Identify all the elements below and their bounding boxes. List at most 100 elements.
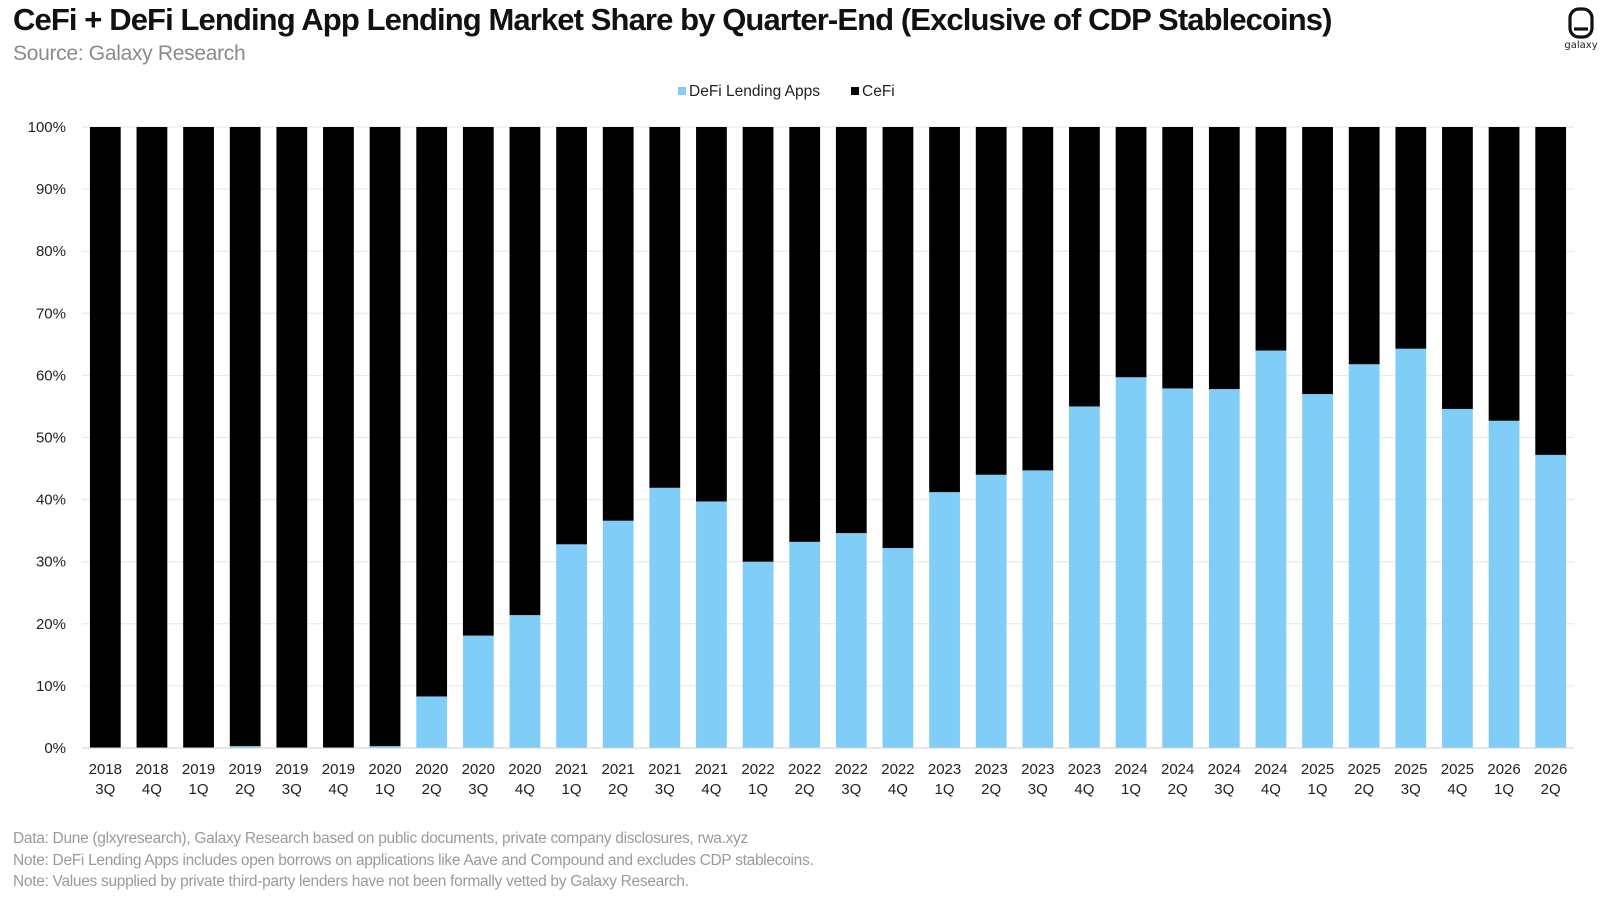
bar-cefi: [1069, 127, 1100, 407]
bar-cefi: [1208, 127, 1240, 390]
x-tick-label-year: 2019: [229, 761, 262, 778]
x-tick-label-year: 2022: [788, 761, 821, 778]
bar-cefi: [1535, 127, 1567, 455]
bar-defi: [835, 533, 867, 748]
x-tick-label-year: 2020: [368, 761, 401, 778]
x-tick-label-quarter: 2Q: [608, 781, 628, 798]
bar-defi: [696, 501, 727, 748]
x-tick-label-year: 2022: [835, 761, 868, 778]
bar-defi: [929, 492, 960, 748]
bar-cefi: [1302, 127, 1333, 395]
x-tick-label-year: 2025: [1441, 761, 1474, 778]
bar-defi: [789, 541, 821, 748]
bar-cefi: [89, 127, 121, 748]
y-tick-label: 10%: [36, 678, 66, 695]
footer-note: Note: Values supplied by private third-p…: [13, 873, 689, 890]
x-tick-label-year: 2024: [1161, 761, 1194, 778]
bar-defi: [556, 544, 587, 748]
x-tick-label-quarter: 3Q: [841, 781, 861, 798]
bar-defi: [229, 746, 261, 748]
x-tick-label-quarter: 2Q: [1541, 781, 1561, 798]
x-tick-label-year: 2019: [275, 761, 308, 778]
bar-defi: [1488, 420, 1520, 748]
legend-swatch-defi: [678, 87, 686, 95]
bar-cefi: [183, 127, 214, 748]
bar-cefi: [136, 127, 168, 748]
x-tick-label-quarter: 1Q: [1494, 781, 1514, 798]
bar-cefi: [835, 127, 867, 534]
x-tick-label-year: 2021: [602, 761, 635, 778]
x-tick-label-quarter: 2Q: [1168, 781, 1188, 798]
y-tick-label: 0%: [44, 740, 66, 757]
bar-cefi: [1162, 127, 1194, 389]
x-tick-label-year: 2022: [881, 761, 914, 778]
y-tick-label: 70%: [36, 305, 66, 322]
bar-cefi: [323, 127, 354, 748]
x-tick-label-quarter: 2Q: [795, 781, 815, 798]
galaxy-logo-icon: [1568, 7, 1594, 39]
y-tick-label: 40%: [36, 492, 66, 509]
bar-cefi: [1115, 127, 1147, 378]
x-tick-label-year: 2023: [1021, 761, 1054, 778]
x-tick-label-year: 2023: [928, 761, 961, 778]
bar-cefi: [509, 127, 541, 616]
x-tick-label-quarter: 4Q: [1074, 781, 1094, 798]
y-tick-label: 60%: [36, 367, 66, 384]
x-tick-label-quarter: 1Q: [935, 781, 955, 798]
bar-defi: [509, 615, 541, 748]
legend-swatch-cefi: [851, 87, 859, 95]
x-tick-label-quarter: 3Q: [95, 781, 115, 798]
bar-cefi: [556, 127, 587, 545]
x-tick-label-year: 2018: [135, 761, 168, 778]
x-tick-label-year: 2019: [322, 761, 355, 778]
galaxy-logo: galaxy: [1564, 6, 1598, 54]
galaxy-logo-text: galaxy: [1564, 40, 1598, 51]
x-tick-label-quarter: 1Q: [748, 781, 768, 798]
footer-note: Data: Dune (glxyresearch), Galaxy Resear…: [13, 830, 748, 847]
bar-defi: [1069, 406, 1100, 748]
x-tick-label-year: 2025: [1301, 761, 1334, 778]
x-tick-label-quarter: 4Q: [328, 781, 348, 798]
x-tick-label-year: 2024: [1208, 761, 1241, 778]
x-tick-label-quarter: 4Q: [515, 781, 535, 798]
x-tick-label-quarter: 3Q: [282, 781, 302, 798]
bar-cefi: [929, 127, 960, 493]
x-tick-label-quarter: 3Q: [1028, 781, 1048, 798]
bar-cefi: [1022, 127, 1054, 471]
bar-defi: [462, 635, 494, 748]
x-tick-label-year: 2022: [741, 761, 774, 778]
bar-defi: [416, 696, 448, 748]
y-tick-label: 100%: [28, 119, 66, 136]
x-tick-label-quarter: 4Q: [701, 781, 721, 798]
x-tick-label-quarter: 2Q: [422, 781, 442, 798]
x-tick-label-quarter: 1Q: [375, 781, 395, 798]
x-tick-label-year: 2021: [648, 761, 681, 778]
x-tick-label-year: 2019: [182, 761, 215, 778]
x-tick-label-year: 2023: [975, 761, 1008, 778]
x-tick-label-quarter: 2Q: [235, 781, 255, 798]
legend-label-cefi: CeFi: [862, 83, 895, 100]
x-tick-label-quarter: 4Q: [1261, 781, 1281, 798]
bar-cefi: [602, 127, 634, 521]
x-tick-label-year: 2018: [89, 761, 122, 778]
legend-label-defi: DeFi Lending Apps: [689, 83, 820, 100]
bar-defi: [1535, 454, 1567, 748]
bar-cefi: [1255, 127, 1287, 351]
bar-cefi: [789, 127, 821, 542]
y-tick-label: 50%: [36, 430, 66, 447]
bar-defi: [649, 487, 681, 748]
y-tick-label: 20%: [36, 616, 66, 633]
bar-defi: [975, 474, 1007, 748]
bar-defi: [1115, 377, 1147, 748]
x-tick-label-year: 2025: [1348, 761, 1381, 778]
bar-defi: [1302, 394, 1333, 748]
x-tick-label-year: 2026: [1534, 761, 1567, 778]
bar-defi: [742, 561, 774, 748]
x-tick-label-year: 2026: [1487, 761, 1520, 778]
x-tick-label-year: 2020: [415, 761, 448, 778]
bar-cefi: [1488, 127, 1520, 421]
y-tick-label: 30%: [36, 554, 66, 571]
bar-cefi: [462, 127, 494, 636]
bar-defi: [882, 548, 914, 748]
bar-cefi: [882, 127, 914, 549]
